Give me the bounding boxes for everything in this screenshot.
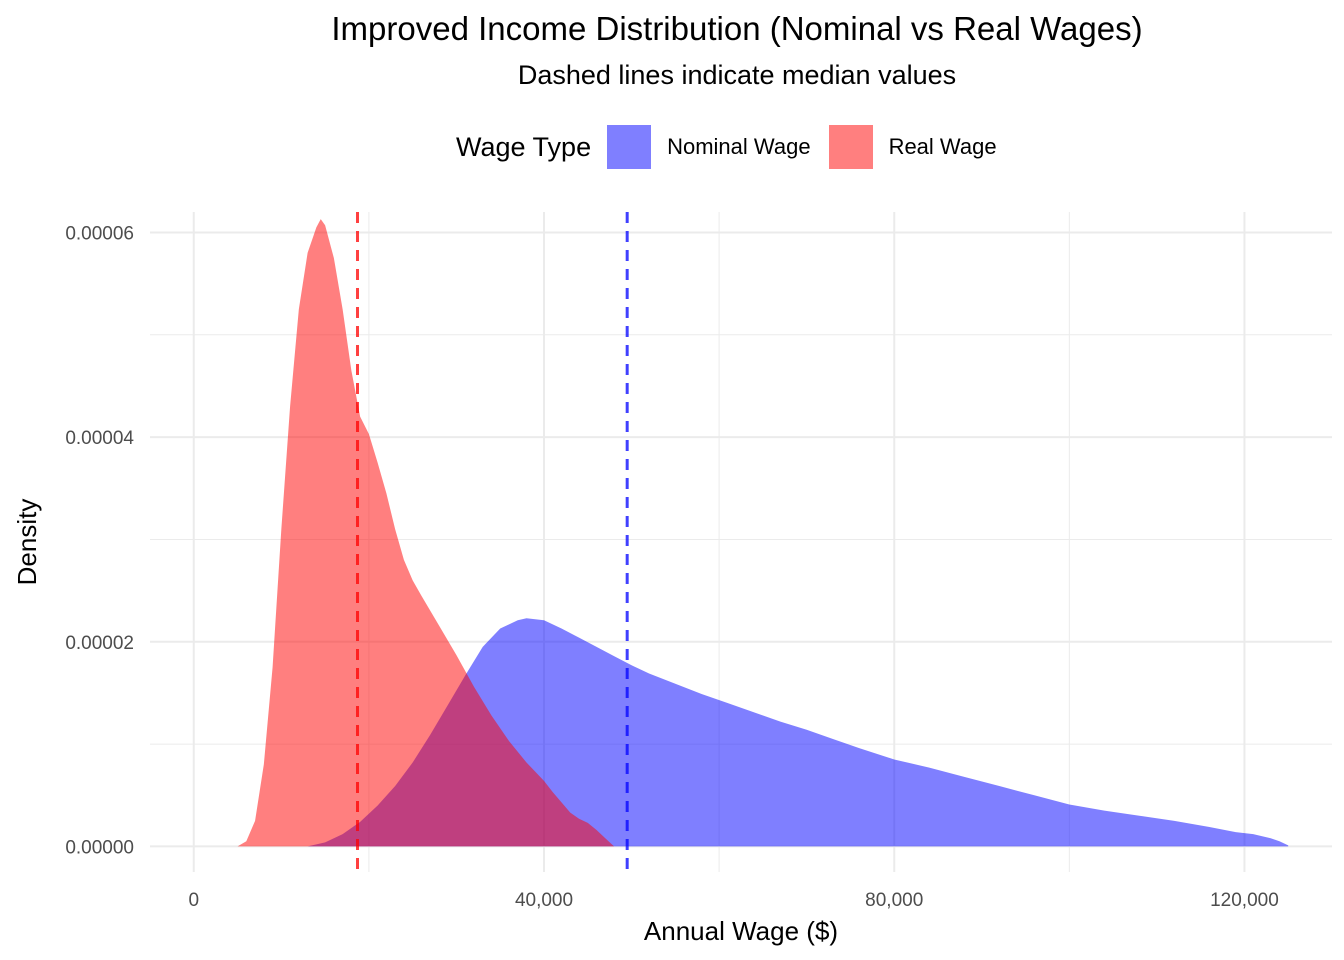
legend: Wage Type Nominal Wage Real Wage: [456, 124, 1015, 170]
x-tick-label: 80,000: [865, 890, 923, 911]
chart-title: Improved Income Distribution (Nominal vs…: [331, 10, 1143, 47]
y-tick-label: 0.00004: [65, 428, 134, 449]
median-lines: [356, 212, 629, 872]
density-area-nominal-wage: [307, 618, 1289, 847]
x-axis-title: Annual Wage ($): [644, 916, 838, 946]
y-axis-title: Density: [12, 499, 42, 586]
x-axis-ticks: 0 40,000 80,000 120,000: [188, 890, 1278, 911]
y-tick-label: 0.00000: [65, 837, 134, 858]
legend-title: Wage Type: [456, 131, 592, 162]
legend-key-real-wage: [828, 125, 873, 169]
x-tick-label: 40,000: [515, 890, 573, 911]
x-tick-label: 0: [188, 890, 199, 911]
legend-label-real-wage: Real Wage: [888, 134, 997, 159]
x-tick-label: 120,000: [1210, 890, 1279, 911]
y-tick-label: 0.00006: [65, 223, 134, 244]
chart-subtitle: Dashed lines indicate median values: [517, 60, 957, 90]
y-tick-label: 0.00002: [65, 633, 134, 654]
density-areas: [237, 219, 1289, 847]
legend-key-nominal-wage: [607, 125, 652, 169]
legend-label-nominal-wage: Nominal Wage: [667, 134, 811, 159]
density-area-real-wage: [237, 219, 615, 847]
y-axis-ticks: 0.00000 0.00002 0.00004 0.00006: [65, 223, 134, 858]
